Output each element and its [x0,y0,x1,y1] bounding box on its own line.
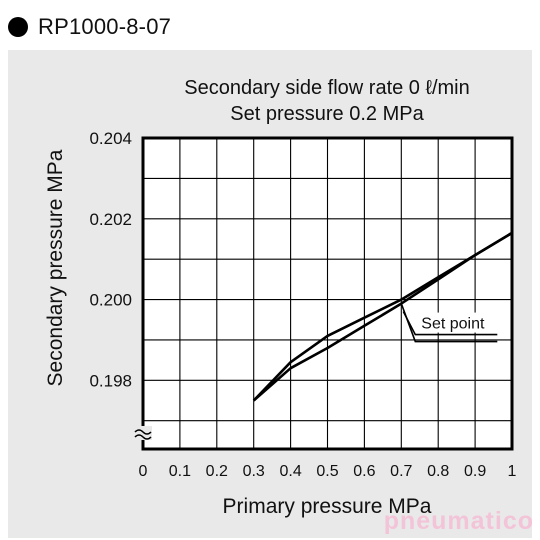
y-tick-label: 0.202 [89,210,132,229]
watermark-logo: pneumatico [383,507,534,535]
set-point-leader [402,311,498,336]
plot-frame [141,136,514,451]
series-line-2 [252,231,513,402]
y-tick-label: 0.204 [89,129,132,148]
x-tick-label: 0.6 [353,463,375,480]
x-tick-label: 0.4 [279,463,301,480]
annotation-layer: Set point [400,303,500,343]
chart-subtitle: Set pressure 0.2 MPa [230,103,424,125]
y-axis-label: Secondary pressure MPa [44,149,67,386]
x-axis-label: Primary pressure MPa [223,495,432,518]
x-tick-label: 0.7 [390,463,412,480]
model-title: RP1000-8-07 [38,14,172,39]
x-tick-label: 0 [139,463,148,480]
set-point-label-bg [417,312,500,333]
x-tick-label: 0.5 [316,463,338,480]
x-tick-label: 0.9 [464,463,486,480]
x-tick-labels: 0 0.1 0.2 0.3 0.4 0.5 0.6 0.7 0.8 0.9 1 [139,463,517,480]
set-point-label: Set point [421,316,485,333]
header: RP1000-8-07 [8,12,171,42]
x-tick-label: 1 [508,463,517,480]
x-tick-label: 0.2 [206,463,228,480]
x-tick-label: 0.1 [169,463,191,480]
y-tick-labels: 0.198 0.200 0.202 0.204 [89,129,132,390]
x-tick-label: 0.8 [427,463,449,480]
bullet-icon [8,17,28,37]
y-tick-label: 0.200 [89,291,132,310]
axis-break-icon [134,426,152,440]
chart-title: Secondary side flow rate 0 ℓ/min [184,77,470,99]
series-layer [252,231,513,402]
x-tick-label: 0.3 [243,463,265,480]
y-tick-label: 0.198 [89,371,132,390]
